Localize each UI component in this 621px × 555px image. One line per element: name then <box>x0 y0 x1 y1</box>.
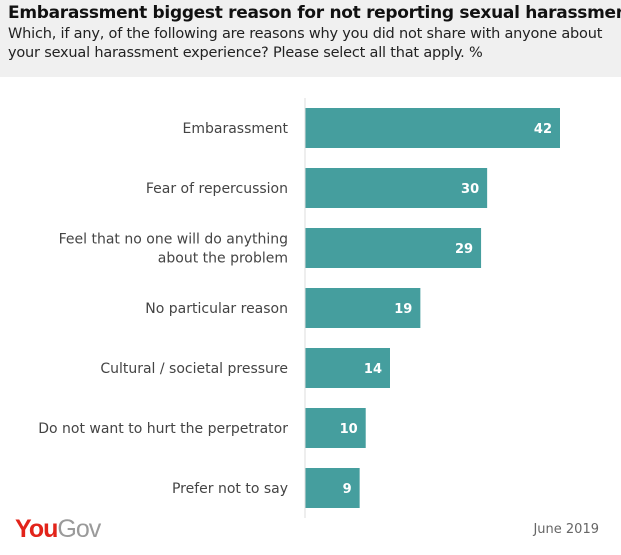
yougov-logo: YouGov <box>15 515 101 543</box>
bar <box>305 288 421 328</box>
bar <box>305 168 488 208</box>
category-label: No particular reason <box>145 301 288 317</box>
category-label: Prefer not to say <box>172 481 288 497</box>
category-label: Do not want to hurt the perpetrator <box>38 421 288 437</box>
data-label: 10 <box>340 422 358 437</box>
data-label: 42 <box>534 122 552 137</box>
chart-title: Embarassment biggest reason for not repo… <box>8 3 621 23</box>
data-label: 14 <box>364 362 382 377</box>
bar <box>305 408 366 448</box>
category-label: about the problem <box>158 251 288 267</box>
data-label: 30 <box>461 182 479 197</box>
bar <box>305 228 482 268</box>
category-label: Embarassment <box>183 121 289 137</box>
bar <box>305 468 360 508</box>
data-label: 9 <box>343 482 352 497</box>
data-label: 19 <box>394 302 412 317</box>
data-label: 29 <box>455 242 473 257</box>
bar <box>305 108 560 148</box>
header-band <box>0 0 621 77</box>
date-label: June 2019 <box>533 522 599 537</box>
bar <box>305 348 390 388</box>
chart-subtitle: Which, if any, of the following are reas… <box>8 26 603 61</box>
category-label: Feel that no one will do anything <box>59 232 288 248</box>
category-label: Cultural / societal pressure <box>100 361 288 377</box>
category-label: Fear of repercussion <box>146 181 288 197</box>
